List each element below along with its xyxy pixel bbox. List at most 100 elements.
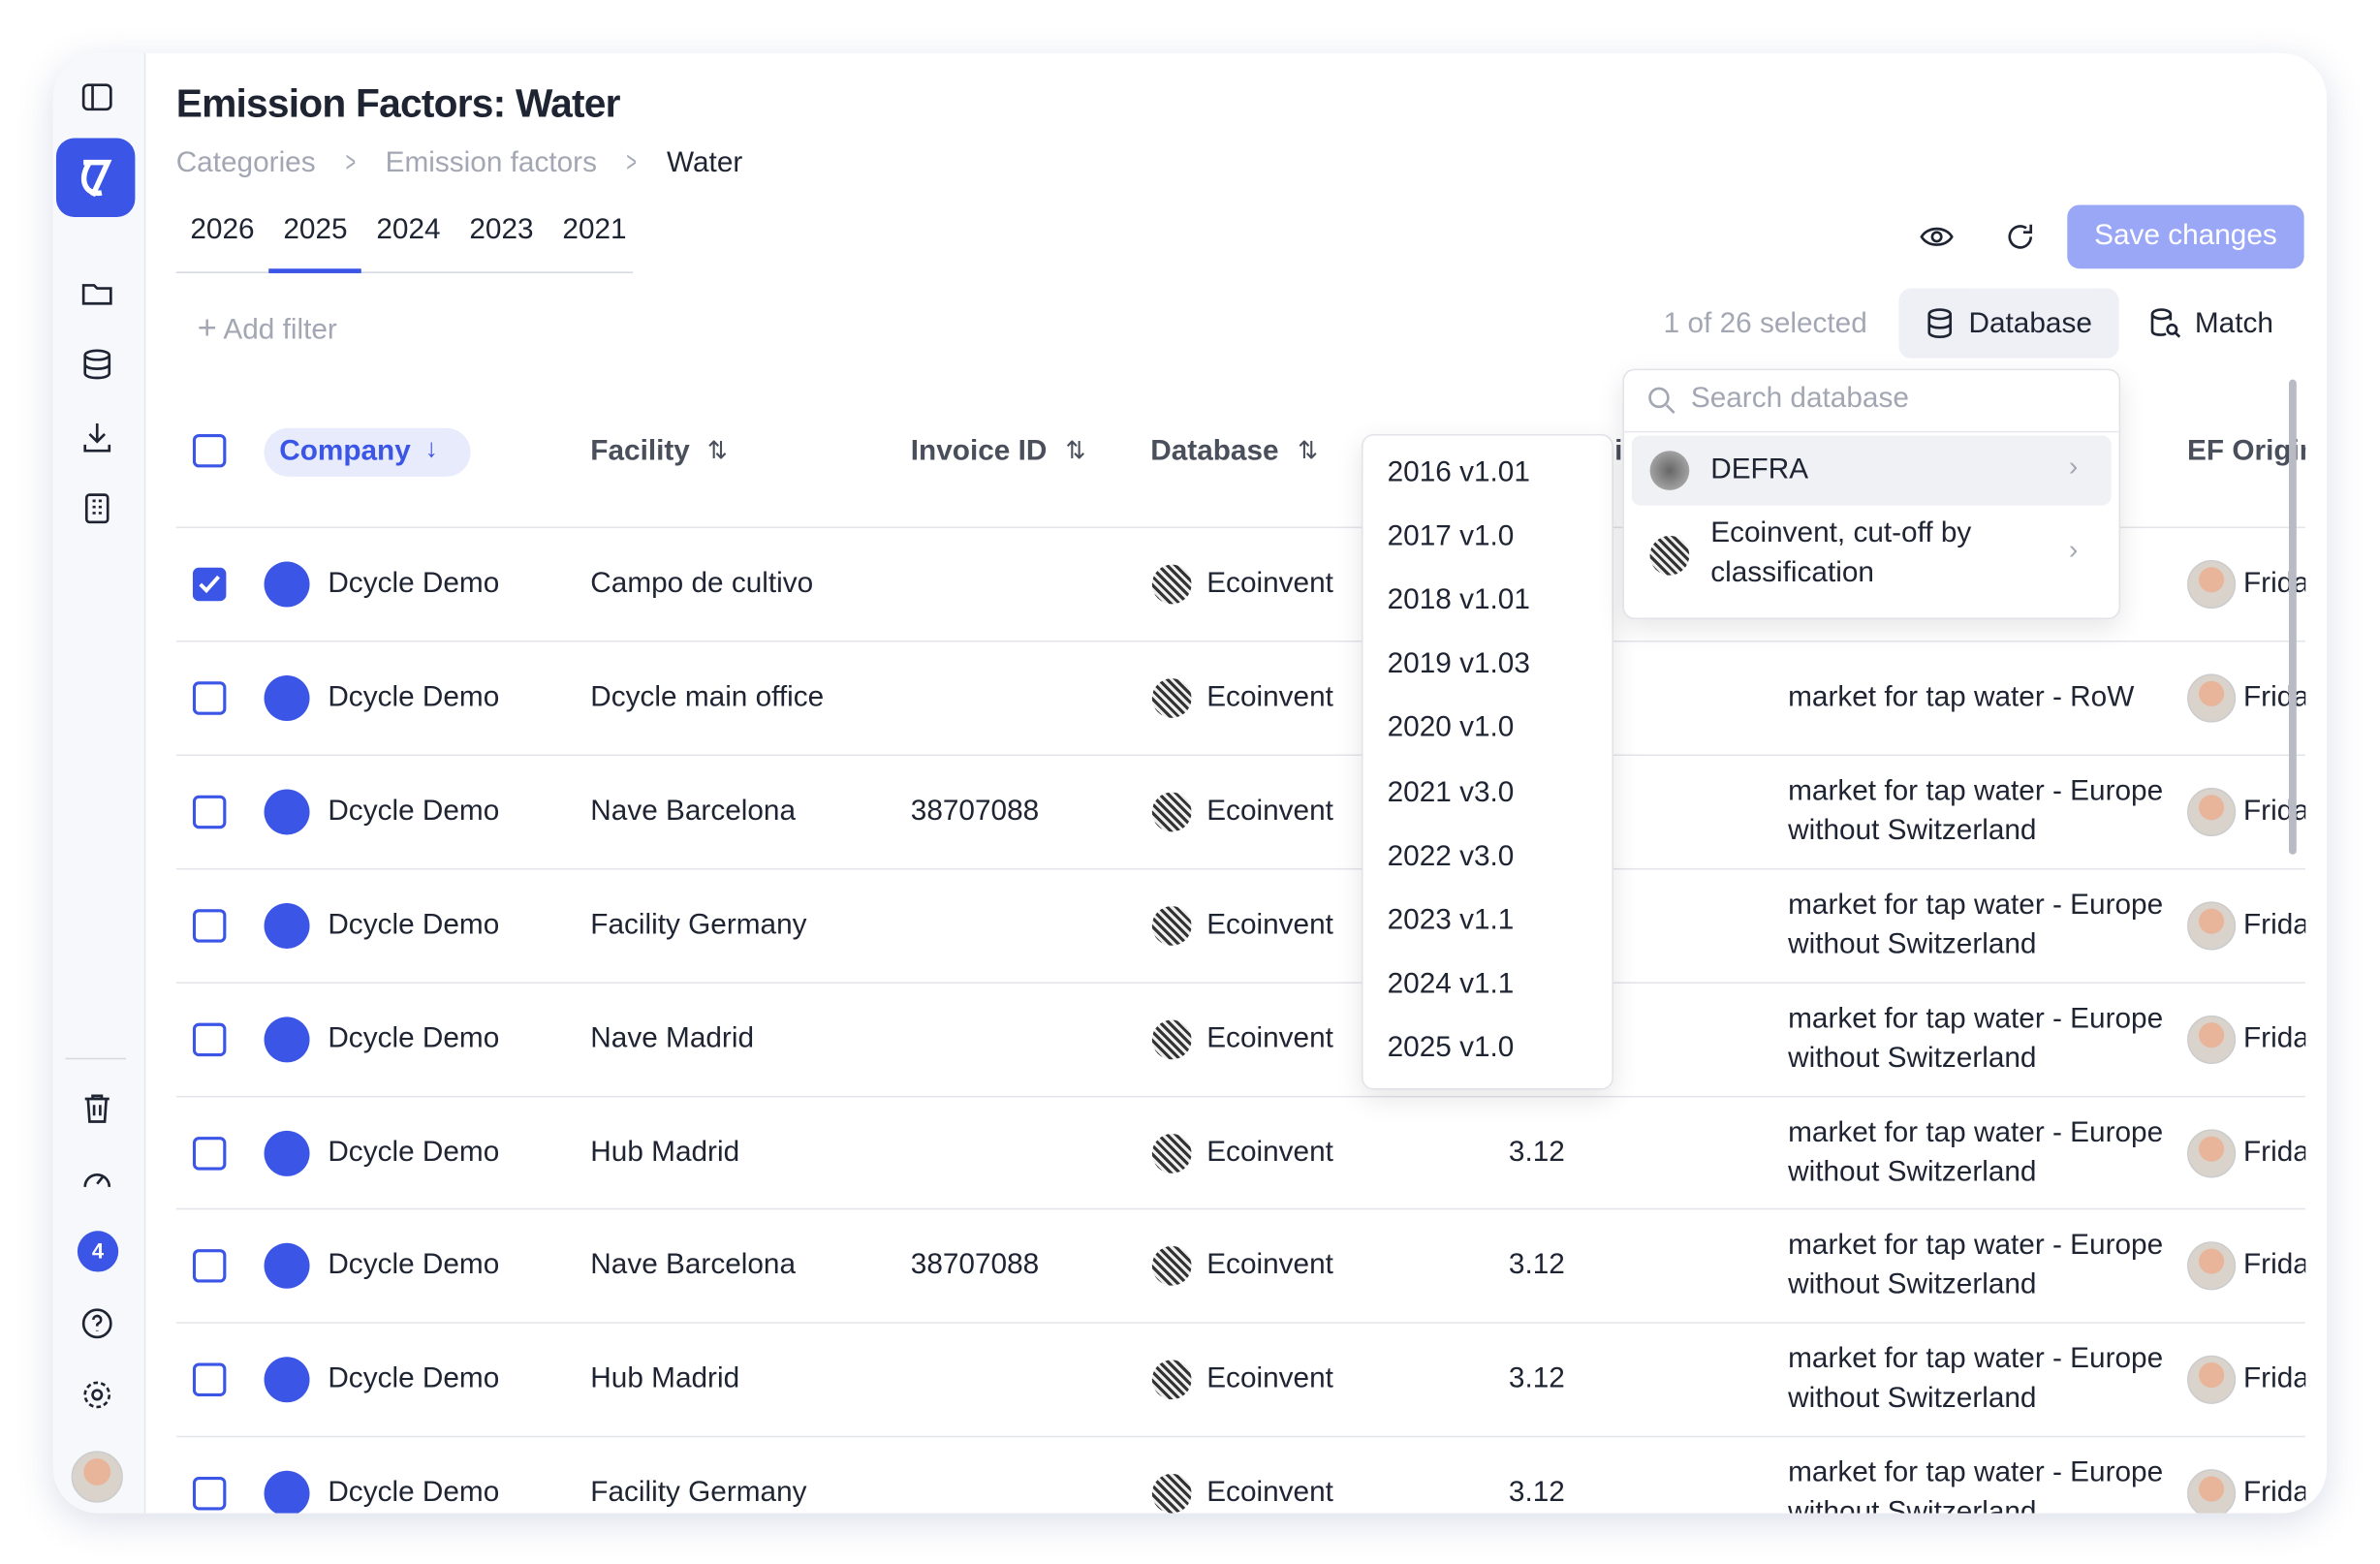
preview-icon[interactable] — [1920, 220, 1954, 253]
settings-icon[interactable] — [80, 1378, 113, 1411]
year-tab[interactable]: 2025 — [268, 214, 362, 273]
database-icon — [1151, 1133, 1192, 1173]
row-checkbox[interactable] — [192, 1363, 227, 1397]
row-checkbox[interactable] — [192, 681, 227, 715]
version-option[interactable]: 2025 v1.0 — [1387, 1031, 1515, 1064]
facility: Campo de cultivo — [590, 567, 814, 600]
table-row: Dcycle Demo Campo de cultivo Ecoinvent Frid… — [175, 526, 2306, 642]
add-filter[interactable]: + Add filter — [197, 307, 337, 347]
database: Ecoinvent — [1206, 795, 1333, 828]
sort-icon: ↓ — [424, 433, 438, 463]
ef-version: 3.12 — [1508, 1249, 1565, 1282]
row-checkbox[interactable] — [192, 567, 227, 602]
ef-version: 3.12 — [1508, 1363, 1565, 1395]
help-icon[interactable] — [80, 1307, 113, 1340]
folder-icon[interactable] — [80, 276, 113, 309]
database-button[interactable]: Database — [1898, 288, 2119, 359]
company: Dcycle Demo — [328, 795, 500, 828]
sort-icon: ⇅ — [1065, 438, 1086, 465]
database-option[interactable]: DEFRA › — [1631, 435, 2112, 506]
breadcrumb[interactable]: Emission factors — [385, 146, 597, 179]
column-header[interactable]: Invoice ID — [910, 435, 1048, 468]
ef-origin: Frida — [2242, 1022, 2306, 1054]
column-header[interactable]: EF Origin — [2187, 435, 2306, 468]
trash-icon[interactable] — [80, 1091, 113, 1124]
company: Dcycle Demo — [328, 908, 500, 941]
row-checkbox[interactable] — [192, 1136, 227, 1170]
database-icon — [1151, 1018, 1192, 1059]
toggle-sidebar-icon[interactable] — [80, 80, 113, 113]
sorted-column-header[interactable]: Company ↓ — [264, 427, 471, 477]
database: Ecoinvent — [1206, 1249, 1333, 1282]
database: Ecoinvent — [1206, 567, 1333, 600]
ef-name: market for tap water - Europe without Sw… — [1788, 1002, 2164, 1075]
save-button[interactable]: Save changes — [2067, 204, 2304, 269]
database-option-label: Ecoinvent, cut-off by classification — [1710, 517, 1972, 589]
version-option[interactable]: 2016 v1.01 — [1387, 456, 1530, 489]
database: Ecoinvent — [1206, 681, 1333, 713]
year-tab[interactable]: 2021 — [562, 213, 627, 246]
row-checkbox[interactable] — [192, 1477, 227, 1511]
match-button[interactable]: Match — [2145, 289, 2303, 359]
facility: Hub Madrid — [590, 1363, 740, 1395]
invoice-id: 38707088 — [910, 1249, 1040, 1282]
gauge-icon[interactable] — [80, 1163, 113, 1196]
year-tab[interactable]: 2026 — [190, 213, 255, 246]
building-icon[interactable] — [80, 491, 113, 524]
database: Ecoinvent — [1206, 1022, 1333, 1054]
database-icon[interactable] — [80, 348, 113, 381]
version-option[interactable]: 2021 v3.0 — [1387, 776, 1515, 809]
version-option[interactable]: 2023 v1.1 — [1387, 904, 1515, 936]
table-row: Dcycle Demo Nave Madrid Ecoinvent market fo… — [175, 981, 2306, 1097]
column-header[interactable]: Database — [1150, 435, 1279, 468]
row-checkbox[interactable] — [192, 795, 227, 829]
breadcrumbs: Categories > Emission factors > Water — [176, 147, 743, 180]
scrollbar — [2288, 379, 2297, 855]
company-logo — [264, 674, 310, 721]
selection-count: 1 of 26 selected — [1663, 307, 1867, 340]
origin-avatar — [2187, 787, 2237, 836]
invoice-id: 38707088 — [910, 795, 1040, 828]
sort-icon: ⇅ — [1298, 438, 1319, 465]
company: Dcycle Demo — [328, 1136, 500, 1169]
facility: Nave Barcelona — [590, 1249, 797, 1282]
row-checkbox[interactable] — [192, 1249, 227, 1284]
search-input[interactable]: Search database — [1690, 382, 1909, 415]
origin-avatar — [2187, 1469, 2237, 1514]
table-row: Dcycle Demo Hub Madrid Ecoinvent 3.12 market… — [175, 1095, 2306, 1210]
column-header[interactable]: Facility — [590, 435, 690, 468]
database-option[interactable]: Ecoinvent, cut-off by classification › — [1632, 509, 2112, 600]
company-logo — [264, 789, 310, 835]
company-logo — [264, 1357, 310, 1403]
refresh-icon[interactable] — [2004, 220, 2037, 253]
app-logo[interactable] — [55, 138, 136, 217]
database-option-label: DEFRA — [1710, 454, 1809, 486]
chevron: › — [2068, 534, 2079, 565]
version-option[interactable]: 2024 v1.1 — [1387, 967, 1515, 1000]
version-option[interactable]: 2019 v1.03 — [1387, 648, 1530, 681]
version-option[interactable]: 2018 v1.01 — [1387, 584, 1530, 617]
ef-origin: Frida — [2242, 1477, 2306, 1510]
download-icon[interactable] — [80, 421, 113, 454]
facility: Facility Germany — [590, 908, 807, 941]
version-option[interactable]: 2017 v1.0 — [1387, 520, 1515, 553]
year-tab[interactable]: 2023 — [469, 213, 534, 246]
row-checkbox[interactable] — [192, 1022, 227, 1056]
notification-badge[interactable]: 4 — [77, 1231, 119, 1272]
row-checkbox[interactable] — [192, 908, 227, 943]
select-all-checkbox[interactable] — [192, 433, 227, 468]
breadcrumb[interactable]: Categories — [175, 146, 316, 179]
company: Dcycle Demo — [328, 681, 500, 713]
year-tab[interactable]: 2024 — [376, 213, 441, 246]
database-icon — [1151, 792, 1192, 832]
ef-origin: Frida — [2242, 1249, 2306, 1282]
version-option[interactable]: 2020 v1.0 — [1387, 712, 1515, 745]
version-dropdown: 2016 v1.01 2017 v1.0 2018 v1.01 2019 v1.03 2… — [1361, 433, 1613, 1090]
origin-avatar — [2187, 900, 2237, 951]
user-avatar[interactable] — [71, 1451, 123, 1503]
version-option[interactable]: 2022 v3.0 — [1387, 840, 1515, 872]
table-row: Dcycle Demo Facility Germany Ecoinvent mark… — [175, 867, 2306, 983]
table-row: Dcycle Demo Hub Madrid Ecoinvent 3.12 market… — [175, 1322, 2306, 1438]
